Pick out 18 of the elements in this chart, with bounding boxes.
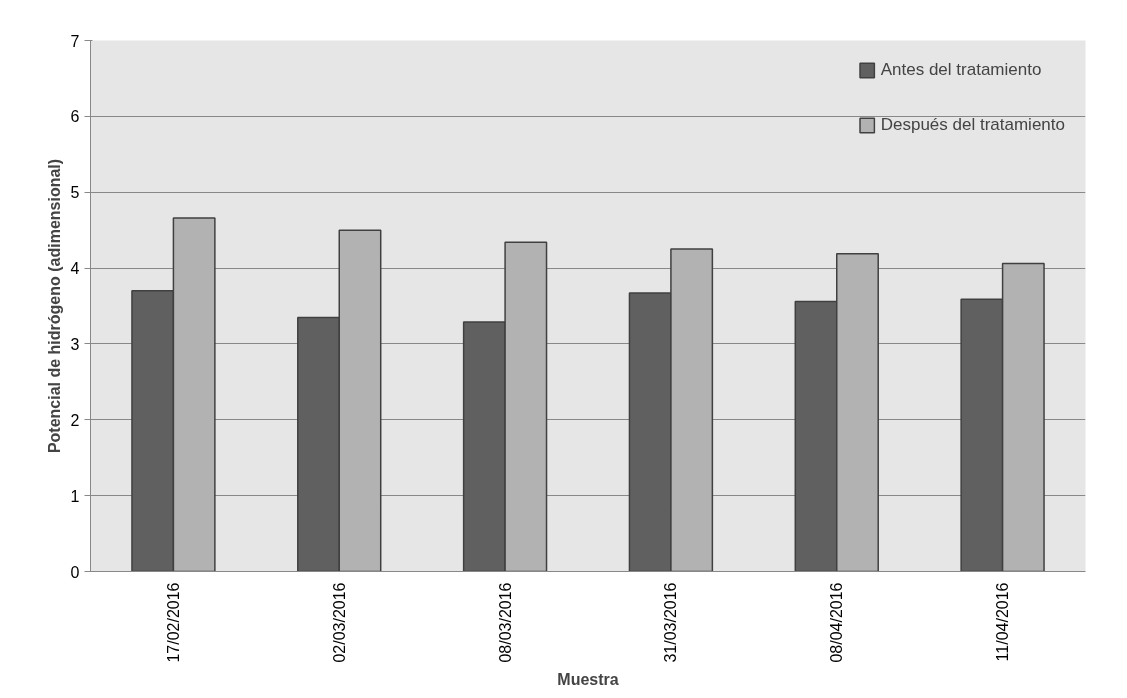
x-axis-title: Muestra: [557, 670, 619, 688]
y-tick-label: 7: [70, 32, 80, 50]
y-tick-label: 1: [70, 487, 80, 505]
legend-label: Antes del tratamiento: [880, 60, 1042, 80]
x-tick-label: 02/03/2016: [330, 582, 348, 663]
y-tick-label: 4: [70, 260, 80, 278]
y-tick-label: 2: [70, 411, 80, 429]
x-tick-label: 11/04/2016: [994, 582, 1012, 662]
y-tick-label: 6: [70, 108, 80, 126]
x-tick-label: 08/04/2016: [828, 582, 846, 663]
y-tick-label: 3: [70, 335, 80, 353]
x-tick-label: 08/03/2016: [496, 582, 514, 663]
x-tick-label: 17/02/2016: [164, 582, 182, 663]
y-axis-title: Potencial de hidrógeno (adimensional): [45, 158, 63, 454]
y-tick-label: 0: [70, 563, 80, 581]
legend-label: Después del tratamiento: [880, 115, 1065, 135]
y-tick-label: 5: [70, 184, 80, 202]
x-tick-label: 31/03/2016: [662, 582, 680, 663]
